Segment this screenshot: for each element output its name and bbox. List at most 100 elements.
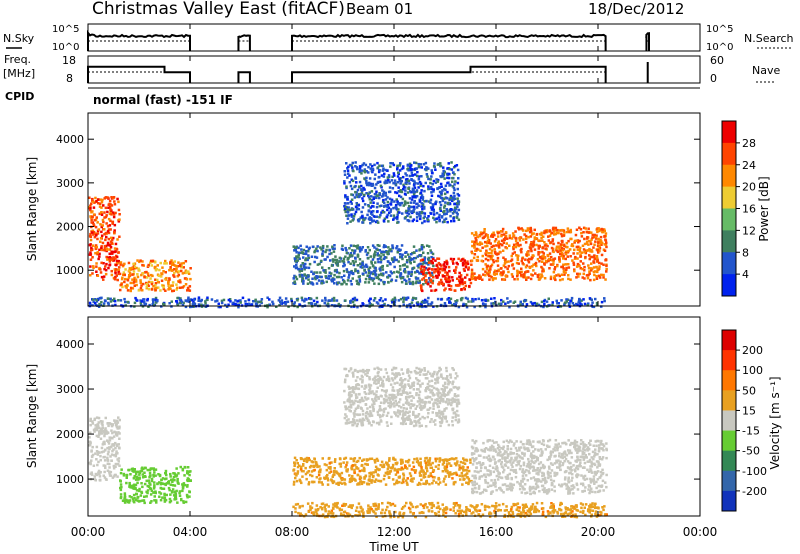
power-cell (329, 274, 332, 278)
power-cell (301, 277, 305, 280)
power-cell (372, 201, 375, 204)
velocity-cell (91, 420, 94, 423)
power-cell (419, 184, 422, 188)
velocity-cell (111, 449, 114, 453)
velocity-cell (373, 402, 376, 406)
power-cell (404, 203, 407, 206)
power-cell (364, 216, 367, 220)
power-cell (315, 271, 319, 274)
power-cell (386, 196, 389, 199)
velocity-cell (363, 469, 366, 473)
power-cell (440, 193, 443, 196)
power-cell (98, 266, 101, 270)
power-cell (335, 275, 339, 279)
velocity-cell (360, 374, 364, 378)
velocity-cell (399, 377, 403, 380)
velocity-cell (125, 474, 128, 477)
velocity-cell (451, 416, 454, 419)
velocity-cell (386, 424, 389, 427)
power-cell (100, 246, 103, 250)
velocity-cell (415, 377, 418, 380)
power-cell (154, 298, 158, 302)
velocity-cell (426, 415, 429, 419)
power-cell (523, 233, 526, 236)
power-cell (378, 164, 381, 167)
power-cell (299, 244, 302, 248)
power-cell (105, 235, 108, 239)
velocity-cell (424, 461, 428, 464)
power-cell (416, 255, 419, 258)
velocity-cell (356, 413, 359, 416)
power-cell (566, 227, 570, 230)
power-cell (380, 252, 383, 255)
velocity-cell (305, 456, 309, 460)
power-cell (364, 277, 368, 281)
velocity-cell (361, 480, 364, 484)
velocity-cell (386, 467, 390, 471)
power-cell (340, 247, 344, 251)
power-cell (398, 164, 402, 167)
velocity-cell (183, 474, 186, 477)
power-cell (433, 218, 436, 221)
velocity-cell (337, 481, 340, 485)
power-cell (409, 201, 413, 204)
power-cell (89, 243, 92, 246)
power-cell (171, 289, 174, 293)
power-cell (409, 205, 413, 209)
velocity-cell (301, 475, 304, 478)
power-cell (401, 197, 405, 201)
power-cell (579, 255, 582, 258)
velocity-cell (176, 501, 179, 504)
power-cell (562, 229, 566, 232)
power-cell (210, 298, 214, 301)
power-cell (488, 271, 491, 274)
power-cell (493, 269, 497, 272)
velocity-cell (163, 477, 167, 481)
velocity-cell (426, 395, 430, 398)
velocity-cell (108, 422, 111, 425)
power-cell (434, 288, 438, 292)
velocity-cell (396, 391, 400, 395)
velocity-cell (449, 458, 452, 461)
power-cell (354, 268, 357, 271)
power-cell (109, 228, 112, 231)
power-cell (542, 235, 545, 238)
power-cell (494, 300, 497, 304)
power-cell (548, 252, 552, 255)
power-cell (88, 301, 92, 305)
velocity-cell (417, 393, 421, 397)
velocity-cell (158, 474, 162, 478)
power-cell (444, 196, 448, 199)
range-tick-label: 1000 (56, 264, 84, 277)
power-cell (160, 279, 164, 282)
power-cell (380, 186, 383, 189)
power-cell (402, 300, 405, 304)
power-cell (315, 282, 319, 285)
power-cell (421, 208, 424, 211)
power-cell (417, 162, 420, 166)
power-cell (324, 271, 327, 274)
power-cell (536, 274, 540, 277)
power-cell (300, 296, 304, 300)
power-cell (154, 261, 157, 264)
power-cell (383, 217, 387, 220)
power-cell (123, 297, 126, 301)
velocity-cell (141, 485, 144, 489)
velocity-cell (365, 374, 369, 377)
nsearch-tick-bottom: 10^0 (706, 42, 733, 53)
power-cell (154, 284, 157, 287)
power-cell (368, 275, 371, 279)
velocity-cell (348, 474, 351, 477)
velocity-cell (108, 470, 111, 473)
power-cell (404, 181, 408, 184)
power-cell (455, 211, 459, 214)
velocity-cell (294, 476, 297, 480)
velocity-cell (364, 369, 367, 373)
velocity-cell (106, 453, 110, 456)
velocity-cell (409, 474, 413, 478)
velocity-cell (404, 460, 408, 463)
power-cell (401, 253, 404, 256)
power-cell (321, 266, 324, 269)
beam-label: Beam 01 (346, 0, 413, 18)
velocity-cell (356, 473, 359, 477)
